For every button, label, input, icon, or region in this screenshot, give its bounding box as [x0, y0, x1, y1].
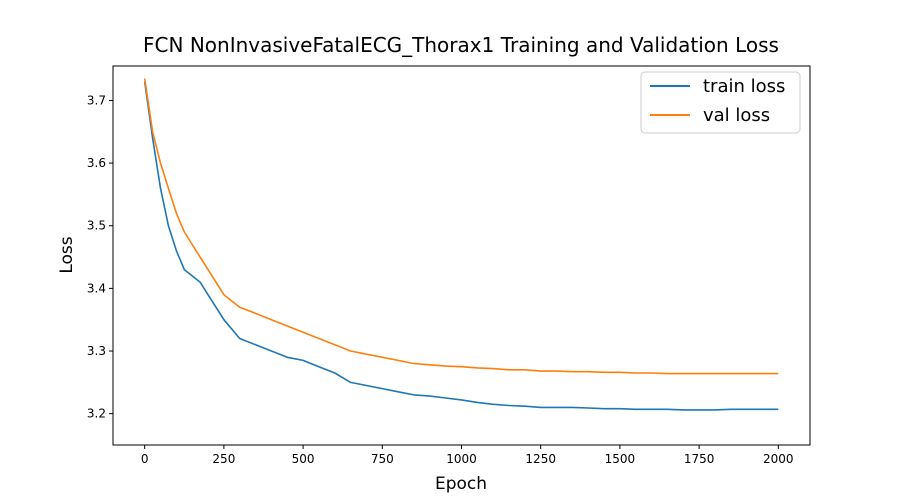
x-tick-label: 0: [141, 452, 149, 466]
series-line-train-loss: [143, 81, 779, 411]
y-axis-title: Loss: [57, 236, 77, 273]
x-tick-label: 1250: [525, 452, 556, 466]
x-axis-title: Epoch: [435, 474, 487, 494]
x-axis-ticks: 0 250 500 750 1000 1250 1500 1750 2000: [141, 445, 794, 466]
x-tick-label: 1750: [684, 452, 715, 466]
y-tick-label: 3.4: [87, 281, 106, 295]
x-tick-label: 750: [371, 452, 394, 466]
y-tick-label: 3.2: [87, 407, 106, 421]
x-tick-label: 250: [212, 452, 235, 466]
legend: train loss val loss: [640, 71, 801, 134]
series-line-val-loss: [143, 78, 779, 375]
y-tick-label: 3.6: [87, 156, 106, 170]
legend-label-train-loss: train loss: [703, 76, 785, 97]
x-tick-label: 1500: [605, 452, 636, 466]
legend-box: [640, 71, 801, 134]
y-tick-label: 3.3: [87, 344, 106, 358]
y-tick-label: 3.7: [87, 93, 106, 107]
y-tick-label: 3.5: [87, 219, 106, 233]
series-layer: [143, 78, 779, 411]
x-tick-label: 500: [292, 452, 315, 466]
x-tick-label: 1000: [446, 452, 477, 466]
x-tick-label: 2000: [763, 452, 794, 466]
legend-label-val-loss: val loss: [703, 105, 770, 126]
y-axis-ticks: 3.2 3.3 3.4 3.5 3.6 3.7: [87, 93, 113, 421]
chart-title: FCN NonInvasiveFatalECG_Thorax1 Training…: [143, 33, 779, 57]
